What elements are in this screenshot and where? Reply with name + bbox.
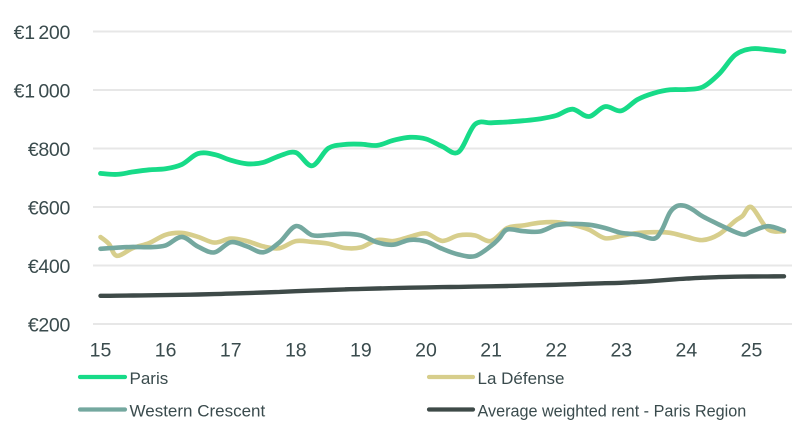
- svg-text:21: 21: [480, 340, 502, 362]
- svg-text:18: 18: [285, 340, 307, 362]
- svg-text:15: 15: [90, 340, 112, 362]
- svg-text:16: 16: [155, 340, 177, 362]
- svg-text:€600: €600: [28, 198, 71, 220]
- svg-text:La Défense: La Défense: [478, 369, 565, 388]
- svg-text:20: 20: [415, 340, 437, 362]
- svg-text:€400: €400: [28, 256, 71, 278]
- svg-text:€200: €200: [28, 315, 71, 337]
- svg-text:€800: €800: [28, 139, 71, 161]
- svg-text:Western Crescent: Western Crescent: [130, 402, 266, 421]
- svg-text:€1 200: €1 200: [14, 22, 71, 44]
- svg-text:Average weighted rent - Paris: Average weighted rent - Paris Region: [478, 403, 747, 421]
- svg-text:25: 25: [741, 340, 763, 362]
- svg-text:Paris: Paris: [130, 369, 169, 388]
- svg-text:23: 23: [610, 340, 632, 362]
- svg-text:€1 000: €1 000: [14, 81, 71, 103]
- svg-text:17: 17: [220, 340, 242, 362]
- svg-text:19: 19: [350, 340, 372, 362]
- svg-text:24: 24: [676, 340, 698, 362]
- svg-text:22: 22: [545, 340, 567, 362]
